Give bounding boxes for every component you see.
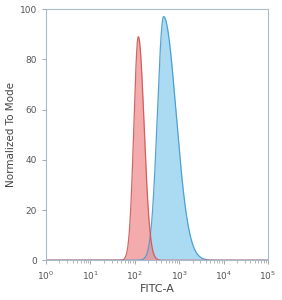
Y-axis label: Normalized To Mode: Normalized To Mode (6, 82, 16, 187)
X-axis label: FITC-A: FITC-A (140, 284, 174, 294)
